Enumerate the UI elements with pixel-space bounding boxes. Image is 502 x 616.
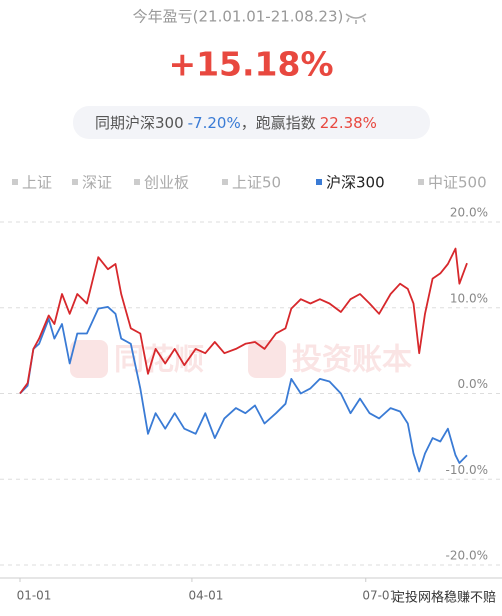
legend-item[interactable]: 上证 bbox=[12, 174, 52, 192]
total-return: +15.18% bbox=[168, 45, 333, 84]
legend-label: 中证500 bbox=[428, 174, 487, 192]
series-line bbox=[19, 306, 468, 473]
x-tick-label: 07-01 bbox=[362, 589, 397, 603]
beat-label: ，跑赢指数 bbox=[241, 114, 316, 132]
legend-item[interactable]: 沪深300 bbox=[316, 174, 385, 192]
y-tick-label: -20.0% bbox=[446, 549, 488, 563]
legend-swatch bbox=[72, 179, 78, 185]
compare-value: -7.20% bbox=[188, 114, 241, 132]
y-tick-label: 10.0% bbox=[450, 291, 488, 305]
y-tick-label: 0.0% bbox=[458, 377, 489, 391]
x-tick-label: 01-01 bbox=[17, 589, 52, 603]
legend: 上证 深证 创业板 上证50 沪深300 中证500 bbox=[12, 174, 487, 192]
legend-swatch bbox=[316, 179, 322, 185]
legend-label: 上证50 bbox=[232, 174, 281, 192]
watermark-icon bbox=[248, 340, 286, 378]
legend-swatch bbox=[418, 179, 424, 185]
watermark-text: 投资账本 bbox=[292, 343, 412, 378]
legend-item[interactable]: 深证 bbox=[72, 174, 112, 192]
beat-value: 22.38% bbox=[320, 114, 377, 132]
legend-item[interactable]: 上证50 bbox=[222, 174, 281, 192]
legend-label: 创业板 bbox=[144, 174, 189, 192]
footer-watermark: 定投网格稳赚不赔 bbox=[392, 590, 496, 606]
compare-line: 同期沪深300 -7.20%，跑赢指数 22.38% bbox=[95, 114, 377, 132]
watermark: 同花顺 投资账本 bbox=[70, 340, 412, 378]
legend-label: 深证 bbox=[82, 174, 112, 192]
compare-label: 同期沪深300 bbox=[95, 114, 184, 132]
legend-swatch bbox=[222, 179, 228, 185]
legend-label: 上证 bbox=[22, 174, 52, 192]
legend-swatch bbox=[12, 179, 18, 185]
legend-swatch bbox=[134, 179, 140, 185]
x-tick-label: 04-01 bbox=[188, 589, 223, 603]
legend-item[interactable]: 创业板 bbox=[134, 174, 189, 192]
eye-icon bbox=[345, 13, 367, 24]
series-line bbox=[19, 247, 468, 395]
compare-pill bbox=[73, 106, 430, 139]
legend-item[interactable]: 中证500 bbox=[418, 174, 487, 192]
watermark-icon bbox=[70, 340, 108, 378]
legend-label: 沪深300 bbox=[326, 174, 385, 192]
period-title: 今年盈亏(21.01.01-21.08.23) bbox=[133, 8, 344, 26]
watermark-text: 同花顺 bbox=[114, 343, 204, 378]
y-tick-label: -10.0% bbox=[446, 463, 488, 477]
y-tick-label: 20.0% bbox=[450, 206, 488, 220]
